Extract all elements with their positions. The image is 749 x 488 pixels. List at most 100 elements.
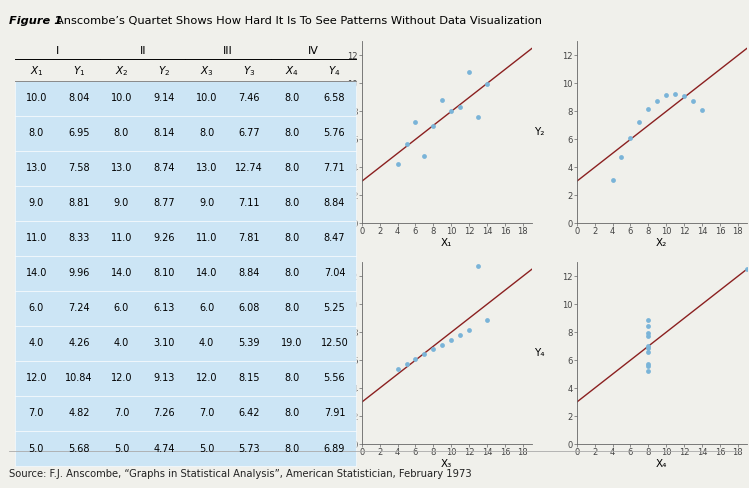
Point <box>437 341 449 348</box>
Point <box>643 342 655 349</box>
Text: 8.81: 8.81 <box>68 198 90 208</box>
Text: $Y_3$: $Y_3$ <box>243 64 255 78</box>
Text: 5.0: 5.0 <box>114 444 129 453</box>
Text: Anscombe’s Quartet Shows How Hard It Is To See Patterns Without Data Visualizati: Anscombe’s Quartet Shows How Hard It Is … <box>56 16 542 25</box>
Point <box>643 348 655 356</box>
Point <box>445 336 457 344</box>
Text: 11.0: 11.0 <box>111 233 132 243</box>
X-axis label: X₃: X₃ <box>441 459 452 468</box>
Text: 13.0: 13.0 <box>196 163 217 173</box>
Point <box>660 92 672 100</box>
Text: $Y_2$: $Y_2$ <box>158 64 170 78</box>
Text: 7.46: 7.46 <box>238 93 260 103</box>
Y-axis label: Y₄: Y₄ <box>534 348 545 358</box>
Text: 5.0: 5.0 <box>199 444 214 453</box>
Text: 6.77: 6.77 <box>238 128 260 138</box>
Text: 13.0: 13.0 <box>111 163 132 173</box>
Point <box>463 326 475 334</box>
Text: 7.04: 7.04 <box>324 268 345 278</box>
Text: IV: IV <box>308 46 318 56</box>
Text: 8.0: 8.0 <box>285 304 300 313</box>
X-axis label: X₁: X₁ <box>441 238 452 248</box>
Point <box>437 96 449 104</box>
Text: 6.95: 6.95 <box>68 128 90 138</box>
Text: 6.0: 6.0 <box>114 304 129 313</box>
Text: 7.81: 7.81 <box>238 233 260 243</box>
Text: 12.0: 12.0 <box>196 373 217 384</box>
Point <box>419 350 431 358</box>
Text: 8.14: 8.14 <box>154 128 175 138</box>
Text: $X_4$: $X_4$ <box>285 64 299 78</box>
Text: 8.0: 8.0 <box>285 198 300 208</box>
Point <box>643 317 655 325</box>
Point <box>625 134 637 142</box>
Y-axis label: Y₂: Y₂ <box>534 127 545 137</box>
Text: 7.91: 7.91 <box>324 408 345 419</box>
Point <box>472 113 484 121</box>
Text: 9.0: 9.0 <box>199 198 214 208</box>
Text: 12.0: 12.0 <box>111 373 133 384</box>
Point <box>741 265 749 273</box>
Text: 6.58: 6.58 <box>324 93 345 103</box>
Point <box>643 344 655 352</box>
Point <box>643 363 655 370</box>
Text: 14.0: 14.0 <box>196 268 217 278</box>
Text: I: I <box>56 46 59 56</box>
Point <box>616 153 628 161</box>
Point <box>392 365 404 373</box>
Text: 7.71: 7.71 <box>324 163 345 173</box>
Text: 8.47: 8.47 <box>324 233 345 243</box>
Point <box>401 360 413 368</box>
Text: $X_1$: $X_1$ <box>29 64 43 78</box>
Point <box>445 107 457 115</box>
Point <box>428 122 440 130</box>
Point <box>687 97 699 105</box>
Text: 8.0: 8.0 <box>285 268 300 278</box>
Text: 9.13: 9.13 <box>154 373 175 384</box>
Text: 8.77: 8.77 <box>154 198 175 208</box>
Text: 8.0: 8.0 <box>285 233 300 243</box>
Text: 9.0: 9.0 <box>28 198 44 208</box>
Text: II: II <box>139 46 146 56</box>
Text: 5.39: 5.39 <box>238 338 260 348</box>
Text: 5.56: 5.56 <box>324 373 345 384</box>
Point <box>428 346 440 353</box>
Y-axis label: Y₁: Y₁ <box>319 127 330 137</box>
Text: III: III <box>223 46 233 56</box>
Text: 12.0: 12.0 <box>25 373 47 384</box>
Text: 6.42: 6.42 <box>238 408 260 419</box>
Text: 8.0: 8.0 <box>285 93 300 103</box>
Point <box>652 97 664 104</box>
Text: 14.0: 14.0 <box>111 268 132 278</box>
Point <box>472 262 484 270</box>
Text: 7.0: 7.0 <box>199 408 214 419</box>
Text: 19.0: 19.0 <box>281 338 303 348</box>
Text: 8.0: 8.0 <box>114 128 129 138</box>
Text: 7.0: 7.0 <box>114 408 129 419</box>
Point <box>401 140 413 148</box>
Text: 5.76: 5.76 <box>324 128 345 138</box>
Text: 4.74: 4.74 <box>154 444 175 453</box>
Text: $Y_1$: $Y_1$ <box>73 64 85 78</box>
Text: 6.08: 6.08 <box>239 304 260 313</box>
Text: 8.0: 8.0 <box>199 128 214 138</box>
Text: 8.0: 8.0 <box>28 128 44 138</box>
Text: 10.0: 10.0 <box>111 93 132 103</box>
Text: 9.26: 9.26 <box>154 233 175 243</box>
Text: 8.74: 8.74 <box>154 163 175 173</box>
Text: 3.10: 3.10 <box>154 338 175 348</box>
Point <box>643 322 655 329</box>
Text: 8.04: 8.04 <box>68 93 90 103</box>
Point <box>643 105 655 113</box>
Point <box>454 331 466 339</box>
Text: 12.74: 12.74 <box>235 163 263 173</box>
Point <box>634 118 646 125</box>
Text: 13.0: 13.0 <box>25 163 47 173</box>
Text: 8.0: 8.0 <box>285 408 300 419</box>
Text: 8.84: 8.84 <box>324 198 345 208</box>
Point <box>463 68 475 76</box>
Text: 5.0: 5.0 <box>28 444 44 453</box>
Text: 6.0: 6.0 <box>28 304 44 313</box>
Text: 7.24: 7.24 <box>68 304 90 313</box>
Text: 10.0: 10.0 <box>25 93 47 103</box>
